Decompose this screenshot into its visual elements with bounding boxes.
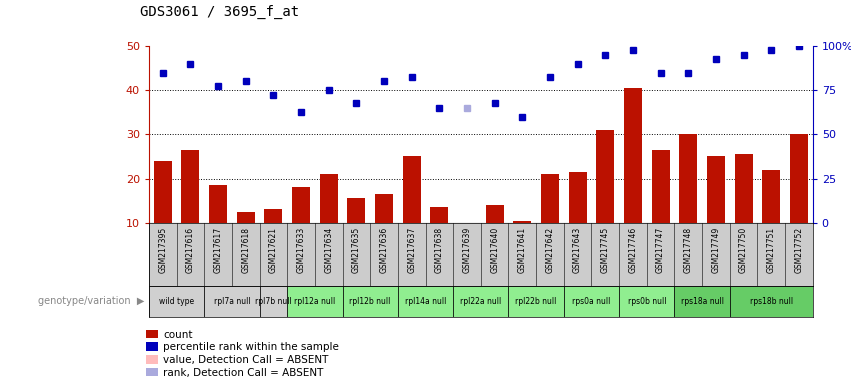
Text: GSM217642: GSM217642 xyxy=(545,227,555,273)
Text: rps18b null: rps18b null xyxy=(750,297,793,306)
Bar xyxy=(762,170,780,223)
Bar xyxy=(347,199,365,223)
Legend: count, percentile rank within the sample, value, Detection Call = ABSENT, rank, : count, percentile rank within the sample… xyxy=(146,330,340,377)
Bar xyxy=(563,286,620,317)
Text: GSM217749: GSM217749 xyxy=(711,227,721,273)
Text: GSM217640: GSM217640 xyxy=(490,227,500,273)
Bar xyxy=(624,88,642,223)
Text: rpl7b null: rpl7b null xyxy=(255,297,292,306)
Bar xyxy=(620,286,675,317)
Bar xyxy=(458,223,476,252)
Text: GSM217751: GSM217751 xyxy=(767,227,776,273)
Text: GSM217634: GSM217634 xyxy=(324,227,334,273)
Text: GSM217395: GSM217395 xyxy=(158,227,168,273)
Bar xyxy=(674,286,730,317)
Text: GSM217618: GSM217618 xyxy=(241,227,250,273)
Text: GSM217641: GSM217641 xyxy=(517,227,527,273)
Bar xyxy=(486,205,504,223)
Bar xyxy=(568,172,586,223)
Text: rpl22b null: rpl22b null xyxy=(516,297,557,306)
Text: GSM217643: GSM217643 xyxy=(573,227,582,273)
Bar xyxy=(730,286,813,317)
Bar xyxy=(260,286,288,317)
Text: wild type: wild type xyxy=(159,297,194,306)
Text: GSM217748: GSM217748 xyxy=(683,227,693,273)
Text: rpl12a null: rpl12a null xyxy=(294,297,335,306)
Text: GSM217621: GSM217621 xyxy=(269,227,278,273)
Bar xyxy=(265,210,283,223)
Bar xyxy=(513,220,531,223)
Bar xyxy=(342,286,398,317)
Bar xyxy=(375,194,393,223)
Text: GSM217750: GSM217750 xyxy=(739,227,748,273)
Bar xyxy=(707,157,725,223)
Text: GSM217745: GSM217745 xyxy=(601,227,610,273)
Text: GSM217746: GSM217746 xyxy=(628,227,637,273)
Text: rps0b null: rps0b null xyxy=(627,297,666,306)
Bar xyxy=(292,187,310,223)
Bar xyxy=(679,134,697,223)
Bar xyxy=(790,134,808,223)
Text: rpl12b null: rpl12b null xyxy=(350,297,391,306)
Bar xyxy=(597,130,614,223)
Bar xyxy=(398,286,453,317)
Text: rpl22a null: rpl22a null xyxy=(460,297,501,306)
Bar xyxy=(453,286,509,317)
Text: GSM217747: GSM217747 xyxy=(656,227,665,273)
Text: GSM217639: GSM217639 xyxy=(462,227,471,273)
Bar xyxy=(541,174,559,223)
Text: GSM217635: GSM217635 xyxy=(351,227,361,273)
Text: rpl7a null: rpl7a null xyxy=(214,297,250,306)
Bar xyxy=(431,207,448,223)
Text: GSM217638: GSM217638 xyxy=(435,227,444,273)
Text: rps18a null: rps18a null xyxy=(681,297,723,306)
Text: GSM217752: GSM217752 xyxy=(794,227,803,273)
Text: rps0a null: rps0a null xyxy=(572,297,611,306)
Text: GSM217616: GSM217616 xyxy=(186,227,195,273)
Bar xyxy=(652,150,670,223)
Text: genotype/variation  ▶: genotype/variation ▶ xyxy=(38,296,145,306)
Text: GSM217633: GSM217633 xyxy=(296,227,306,273)
Bar xyxy=(237,212,254,223)
Bar xyxy=(403,157,420,223)
Bar xyxy=(181,150,199,223)
Bar xyxy=(287,286,342,317)
Bar xyxy=(509,286,564,317)
Text: GSM217637: GSM217637 xyxy=(407,227,416,273)
Bar xyxy=(209,185,227,223)
Text: GSM217636: GSM217636 xyxy=(380,227,389,273)
Text: rpl14a null: rpl14a null xyxy=(405,297,446,306)
Bar xyxy=(149,286,204,317)
Text: GSM217617: GSM217617 xyxy=(214,227,223,273)
Text: GDS3061 / 3695_f_at: GDS3061 / 3695_f_at xyxy=(140,5,300,19)
Bar xyxy=(320,174,338,223)
Bar xyxy=(204,286,260,317)
Bar xyxy=(734,154,752,223)
Bar xyxy=(154,161,172,223)
